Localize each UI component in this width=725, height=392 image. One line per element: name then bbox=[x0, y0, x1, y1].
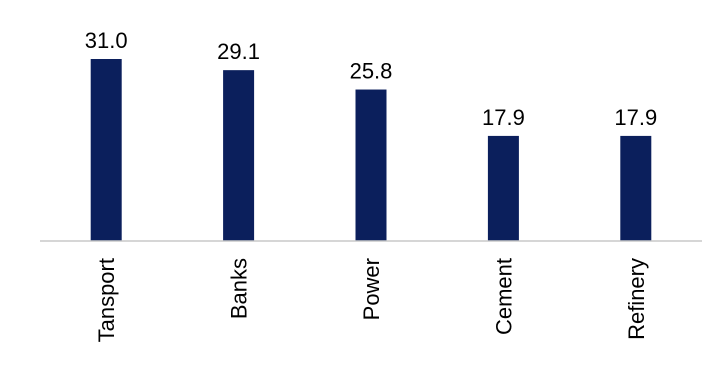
bar-power bbox=[355, 89, 387, 242]
bar-cement bbox=[487, 135, 519, 241]
category-label-power: Power bbox=[359, 258, 384, 320]
bar-refinery bbox=[620, 135, 652, 241]
value-label-refinery: 17.9 bbox=[614, 105, 657, 130]
category-label-refinery: Refinery bbox=[624, 258, 649, 340]
bar-banks bbox=[223, 70, 255, 241]
value-label-power: 25.8 bbox=[350, 59, 393, 84]
value-label-tansport: 31.0 bbox=[85, 28, 128, 53]
value-labels-group: 31.0 29.1 25.8 17.9 17.9 bbox=[85, 28, 657, 130]
value-label-cement: 17.9 bbox=[482, 105, 525, 130]
bar-tansport bbox=[90, 59, 122, 241]
bars-group bbox=[90, 59, 652, 242]
category-label-tansport: Tansport bbox=[94, 258, 119, 342]
category-label-cement: Cement bbox=[491, 258, 516, 335]
category-labels-group: Tansport Banks Power Cement Refinery bbox=[94, 258, 649, 342]
value-label-banks: 29.1 bbox=[217, 39, 260, 64]
category-label-banks: Banks bbox=[227, 258, 252, 319]
